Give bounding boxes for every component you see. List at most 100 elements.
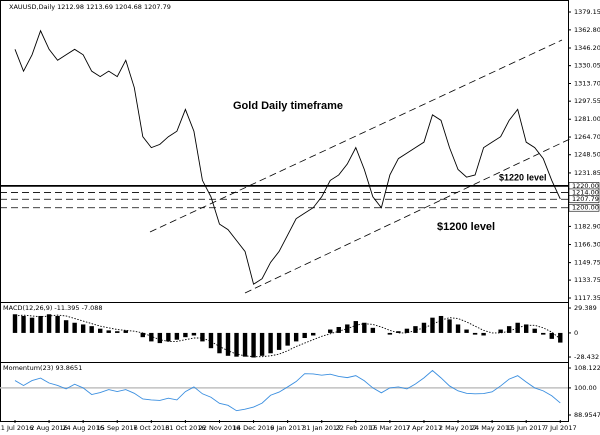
y-tick-label: 0	[574, 329, 578, 337]
y-tick-label: 1297.55	[574, 97, 600, 105]
x-tick-label: 2 May 2017	[439, 424, 477, 432]
bar	[481, 332, 486, 336]
bar	[455, 324, 461, 333]
bar	[89, 326, 94, 333]
bar	[38, 315, 43, 333]
bar	[200, 332, 205, 342]
y-tick-label: 29.389	[574, 304, 597, 312]
x-tick-label: 11 Jul 2016	[0, 424, 33, 432]
bar	[541, 332, 546, 335]
x-tick-label: 16 Mar 2017	[369, 424, 410, 432]
bar	[447, 319, 452, 333]
y-tick-label: 100.00	[574, 384, 597, 392]
bar	[242, 332, 248, 357]
x-tick-label: 9 Jan 2017	[270, 424, 305, 432]
level-label-box	[568, 195, 600, 204]
bar	[21, 315, 26, 333]
bar	[387, 332, 393, 335]
bar	[421, 322, 427, 333]
indicator-title: MACD(12,26,9) -11.395 -7.088	[3, 304, 103, 312]
bar	[311, 332, 316, 336]
bar	[106, 330, 111, 333]
bar	[191, 332, 197, 336]
bar	[157, 332, 163, 344]
bar	[515, 322, 520, 333]
x-tick-label: 15 Jun 2017	[507, 424, 546, 432]
bar	[234, 332, 239, 357]
x-tick-label: 22 Feb 2017	[336, 424, 376, 432]
y-tick-label: 1281.00	[574, 115, 600, 123]
bar	[46, 314, 52, 333]
y-tick-label: -28.432	[574, 353, 599, 361]
bar	[276, 332, 282, 350]
y-tick-label: 1264.70	[574, 133, 600, 141]
bar	[472, 332, 478, 335]
y-tick-label: 1182.90	[574, 222, 600, 230]
x-tick-label: 22 Nov 2016	[199, 424, 241, 432]
y-tick-label: 1117.35	[574, 294, 600, 302]
y-tick-label: 1379.15	[574, 8, 600, 16]
bar	[362, 322, 367, 333]
data-line	[14, 29, 561, 285]
bar	[558, 332, 563, 343]
bar	[302, 332, 307, 339]
bar	[259, 332, 265, 356]
bar	[217, 332, 222, 354]
bar	[328, 329, 333, 333]
annotation: $1220 level	[499, 172, 547, 182]
bar	[268, 332, 273, 354]
bar	[123, 330, 128, 333]
bar	[183, 332, 188, 338]
bar	[498, 329, 503, 333]
level-label: 1200.00	[572, 204, 599, 212]
bar	[336, 326, 341, 333]
annotation: $1200 level	[437, 221, 495, 233]
bar	[149, 332, 154, 342]
bar	[208, 332, 214, 349]
chart-title: XAUUSD,Daily 1212.98 1213.69 1204.68 120…	[9, 3, 171, 11]
channel-line	[149, 39, 563, 233]
level-label: 1207.79	[572, 195, 599, 203]
x-tick-label: 24 Aug 2016	[62, 424, 104, 432]
y-tick-label: 1313.70	[574, 80, 600, 88]
x-tick-label: 15 Sep 2016	[97, 424, 138, 432]
x-tick-label: 24 May 2017	[471, 424, 513, 432]
x-tick-label: 7 Jul 2017	[544, 424, 577, 432]
bar	[438, 315, 444, 333]
indicator-title: Momentum(23) 93.8651	[3, 364, 82, 372]
y-tick-label: 1330.05	[574, 62, 600, 70]
x-tick-label: 7 Oct 2016	[133, 424, 169, 432]
bar	[55, 315, 60, 333]
x-tick-label: 31 Oct 2016	[165, 424, 205, 432]
data-line	[14, 369, 561, 412]
bar	[251, 332, 256, 358]
bar	[115, 331, 120, 333]
y-tick-label: 1166.30	[574, 241, 600, 249]
y-tick-label: 1362.80	[574, 26, 600, 34]
plot-frame	[0, 0, 569, 422]
x-tick-label: 31 Jan 2017	[302, 424, 341, 432]
y-tick-label: 88.9547	[574, 411, 600, 419]
bar	[549, 332, 554, 339]
bar	[80, 324, 86, 333]
x-tick-label: 2 Aug 2016	[30, 424, 68, 432]
bar	[29, 317, 35, 333]
y-tick-label: 1133.75	[574, 276, 600, 284]
bar	[532, 328, 537, 333]
y-tick-label: 1346.20	[574, 44, 600, 52]
bar	[524, 324, 529, 333]
bar	[63, 320, 69, 333]
bar	[72, 322, 77, 333]
y-tick-label: 1248.50	[574, 151, 600, 159]
y-tick-label: 1231.85	[574, 169, 600, 177]
level-label: 1220.00	[572, 182, 599, 190]
bar	[12, 314, 18, 333]
level-label-box	[568, 203, 600, 212]
x-tick-label: 7 Apr 2017	[406, 424, 442, 432]
level-label: 1214.00	[572, 188, 599, 196]
annotation: Gold Daily timeframe	[233, 100, 343, 112]
x-tick-label: 14 Dec 2016	[233, 424, 275, 432]
y-tick-label: 1149.75	[574, 259, 600, 267]
